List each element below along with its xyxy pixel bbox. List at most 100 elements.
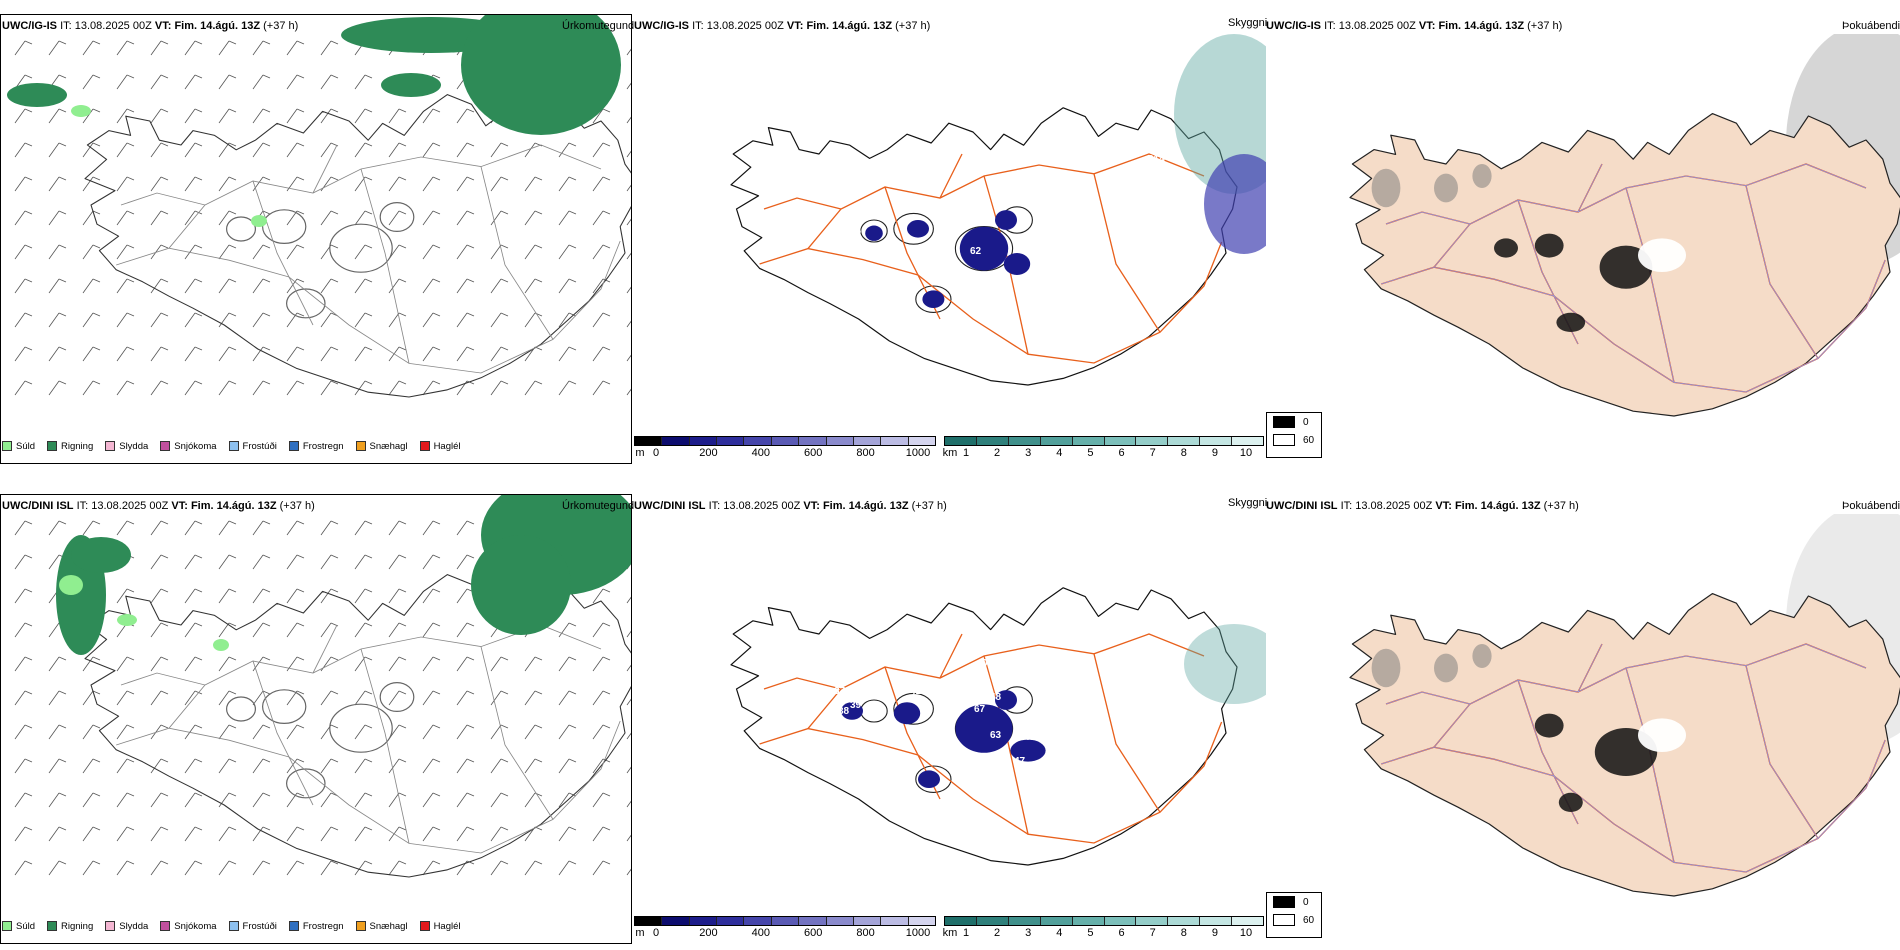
title-fog-row1: UWC/IG-IS IT: 13.08.2025 00Z VT: Fim. 14… <box>1266 20 1563 32</box>
colorbar-segment <box>662 917 690 925</box>
ceiling-colorbar-row1: m 0 200 400 600 800 1000 <box>634 436 936 460</box>
legend-swatch <box>105 921 116 931</box>
colorbar-segment <box>1168 437 1201 445</box>
colorbar-segment <box>908 437 935 445</box>
low-visibility-area <box>1184 624 1266 704</box>
drizzle-area <box>117 614 137 626</box>
ceiling-label: 49 <box>1024 732 1036 743</box>
fog-map <box>1349 514 1900 897</box>
ceiling-label: 36 <box>896 206 908 217</box>
ceiling-label: 47 <box>1014 756 1026 767</box>
ceiling-label: 33 <box>1086 718 1098 729</box>
var-fog-row1: Þokuábendi <box>1842 20 1900 32</box>
drizzle-area <box>213 639 229 651</box>
precip-panel-row2 <box>0 494 632 944</box>
low-ceiling-area <box>1204 154 1266 254</box>
colorbar-segment <box>717 437 745 445</box>
colorbar-segment <box>881 437 909 445</box>
iceland-landmass <box>730 107 1238 386</box>
ceiling-label: 214 <box>1148 154 1165 165</box>
colorbar-segment <box>1232 917 1264 925</box>
colorbar-segment <box>689 917 718 925</box>
ceiling-label: 57 <box>886 296 898 307</box>
legend-swatch <box>105 441 116 451</box>
ceiling-label: 62 <box>970 246 982 257</box>
colorbar-segment <box>1136 917 1169 925</box>
ceiling-label: 58 <box>874 206 886 217</box>
ceiling-label: 41 <box>910 686 922 697</box>
legend-label: Súld <box>16 920 36 932</box>
colorbar-segment <box>1040 917 1073 925</box>
legend-swatch <box>160 921 171 931</box>
colorbar-segment <box>771 437 800 445</box>
ceiling-label: 182 <box>1154 176 1171 187</box>
colorbar-segment <box>908 917 935 925</box>
colorbar-unit: km <box>942 927 958 939</box>
fog-legend-row: 0 <box>1267 893 1321 911</box>
legend-item: Snæhagl <box>355 441 408 452</box>
colorbar-segment <box>853 437 882 445</box>
legend-item: Frostúði <box>228 920 277 932</box>
legend-item: Súld <box>2 441 35 452</box>
legend-label: Haglél <box>433 440 461 452</box>
fog-panel-row1 <box>1266 34 1900 434</box>
colorbar-segment <box>1168 917 1201 925</box>
colorbar-tick: 7 <box>1149 447 1156 459</box>
var-fog-row2: Þokuábendi <box>1842 500 1900 512</box>
ceiling-label: 02 <box>706 586 718 597</box>
colorbar-tick: 400 <box>751 927 770 939</box>
fog-legend-label: 60 <box>1303 914 1315 926</box>
colorbar-unit: m <box>635 447 645 459</box>
legend-item: Slydda <box>105 441 148 452</box>
colorbar-tick: 2 <box>994 927 1001 939</box>
iceland-landmass <box>84 94 631 398</box>
drizzle-area <box>251 215 267 227</box>
colorbar-segment <box>1200 917 1233 925</box>
fog-legend-swatch <box>1273 896 1295 908</box>
legend-label: Frostregn <box>302 440 344 452</box>
legend-item: Snæhagl <box>355 921 408 932</box>
legend-swatch <box>355 921 366 931</box>
ceiling-label: 55 <box>850 226 862 237</box>
ceiling-label: 38 <box>1136 186 1148 197</box>
fog-legend-swatch <box>1273 416 1295 428</box>
colorbar-segment <box>853 917 882 925</box>
legend-swatch <box>419 921 430 931</box>
colorbar-segment <box>689 437 718 445</box>
legend-label: Rigning <box>61 920 94 932</box>
rain-area <box>7 83 67 107</box>
colorbar-segment <box>826 917 854 925</box>
ceiling-label: 04 <box>982 658 994 669</box>
fog-map <box>1349 34 1900 417</box>
colorbar-segment <box>662 437 690 445</box>
colorbar-segment <box>744 437 772 445</box>
legend-label: Haglél <box>433 920 461 932</box>
rain-area <box>461 15 621 135</box>
cloud-panel-row1: 383 73 214 182 38 66 58 36 55 36 57 62 57 73 56 <box>634 34 1266 434</box>
colorbar-segment <box>1104 437 1137 445</box>
ceiling-label: 73 <box>878 316 890 327</box>
fog-legend-row2: 0 60 <box>1266 892 1322 938</box>
ceiling-colorbar-row2: m 0 200 400 600 800 1000 <box>634 916 936 940</box>
legend-label: Frostúði <box>242 440 277 452</box>
colorbar-segment <box>1200 437 1233 445</box>
ceiling-label: 13 <box>1054 718 1066 729</box>
visibility-colorbar-row2: km 1 2 3 4 5 6 7 8 9 10 <box>942 916 1264 940</box>
legend-item: Haglél <box>419 440 461 452</box>
colorbar-tick: 1 <box>962 447 970 459</box>
colorbar-unit: m <box>635 927 645 939</box>
fog-legend-row: 60 <box>1267 431 1321 449</box>
fog-legend-swatch <box>1273 914 1295 926</box>
legend-item: Frostregn <box>288 440 344 452</box>
colorbar-tick: 3 <box>1025 447 1032 459</box>
iceland-landmass <box>1349 593 1900 897</box>
legend-item: Frostregn <box>288 921 344 932</box>
legend-swatch <box>419 441 430 451</box>
legend-label: Frostúði <box>242 920 277 932</box>
legend-swatch <box>228 921 239 931</box>
colorbar-tick: 1000 <box>905 927 931 939</box>
colorbar-tick: 5 <box>1087 447 1094 459</box>
ceiling-label: 66 <box>854 210 866 221</box>
